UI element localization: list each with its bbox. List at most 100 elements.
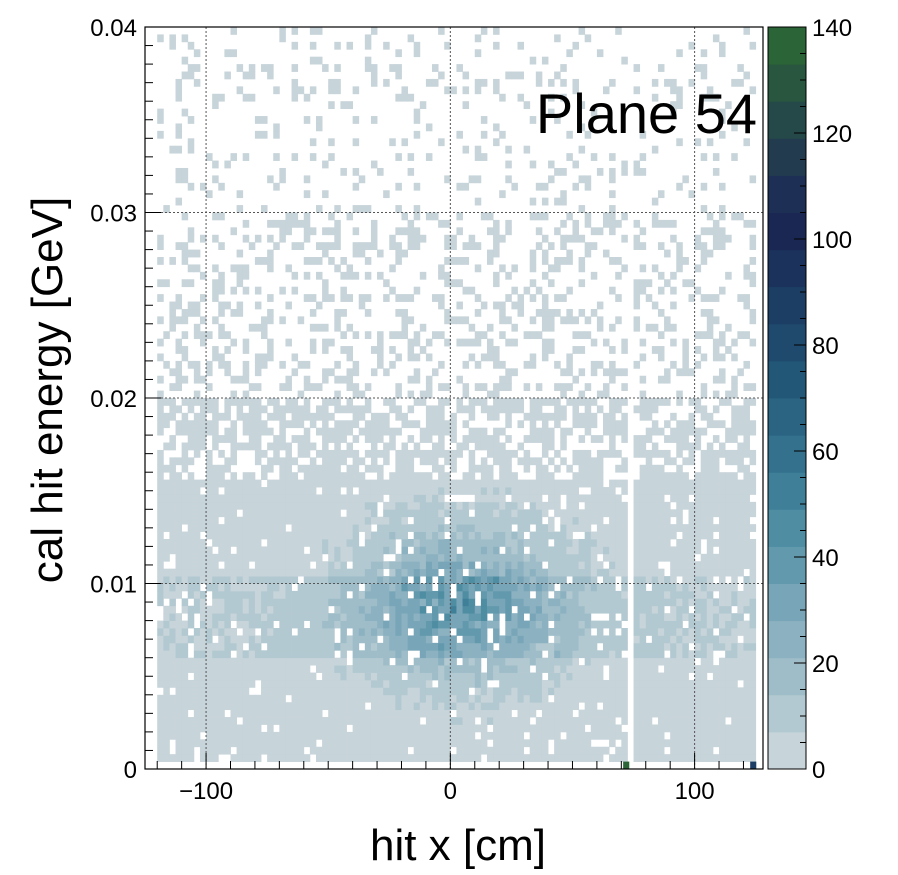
heatmap-cell — [493, 435, 500, 443]
heatmap-cell — [468, 672, 476, 681]
heatmap-cell — [670, 472, 677, 481]
heatmap-cell — [370, 657, 378, 666]
heatmap-cell — [212, 516, 219, 525]
heatmap-cell — [731, 420, 738, 429]
heatmap-cell — [737, 687, 744, 696]
heatmap-cell — [621, 717, 628, 725]
heatmap-cell — [651, 702, 659, 711]
heatmap-cell — [413, 590, 421, 599]
heatmap-cell — [712, 553, 720, 562]
heatmap-cell — [609, 724, 616, 733]
heatmap-cell — [291, 635, 299, 644]
heatmap-cell — [737, 754, 744, 762]
heatmap-cell — [236, 531, 244, 540]
heatmap-cell — [493, 405, 500, 414]
heatmap-cell — [529, 672, 537, 681]
heatmap-cell — [419, 620, 427, 629]
heatmap-cell — [370, 27, 378, 35]
heatmap-cell — [193, 487, 201, 495]
heatmap-cell — [639, 754, 647, 762]
heatmap-cell — [297, 679, 305, 688]
heatmap-cell — [322, 427, 329, 436]
heatmap-cell — [511, 642, 518, 651]
heatmap-cell — [651, 568, 659, 577]
heatmap-cell — [578, 435, 586, 443]
heatmap-cell — [609, 731, 616, 740]
heatmap-cell — [615, 405, 622, 414]
heatmap-cell — [566, 590, 573, 599]
heatmap-cell — [456, 717, 463, 725]
heatmap-cell — [413, 538, 421, 547]
heatmap-cell — [639, 702, 647, 711]
heatmap-cell — [584, 509, 592, 518]
heatmap-cell — [297, 479, 305, 488]
heatmap-cell — [364, 590, 372, 599]
heatmap-cell — [584, 331, 592, 340]
heatmap-cell — [541, 709, 549, 718]
heatmap-cell — [688, 679, 696, 688]
heatmap-cell — [444, 754, 451, 762]
heatmap-cell — [609, 420, 616, 429]
heatmap-cell — [486, 657, 494, 666]
heatmap-cell — [523, 449, 531, 458]
heatmap-cell — [297, 435, 305, 443]
heatmap-cell — [450, 457, 457, 466]
heatmap-cell — [413, 679, 421, 688]
heatmap-cell — [199, 598, 207, 607]
heatmap-cell — [212, 160, 219, 169]
heatmap-cell — [700, 353, 708, 362]
heatmap-cell — [261, 331, 268, 340]
heatmap-cell — [279, 739, 286, 748]
heatmap-cell — [279, 227, 286, 236]
heatmap-cell — [554, 34, 561, 43]
heatmap-cell — [334, 234, 341, 243]
heatmap-cell — [358, 249, 366, 258]
heatmap-cell — [358, 605, 366, 614]
heatmap-cell — [657, 346, 665, 354]
heatmap-cell — [187, 308, 195, 317]
heatmap-cell — [206, 464, 213, 473]
heatmap-cell — [535, 531, 543, 540]
heatmap-cell — [444, 657, 451, 666]
heatmap-cell — [645, 531, 653, 540]
heatmap-cell — [468, 338, 476, 347]
heatmap-cell — [309, 383, 317, 391]
heatmap-cell — [224, 583, 231, 592]
heatmap-cell — [224, 509, 231, 518]
heatmap-cell — [603, 538, 610, 547]
heatmap-cell — [541, 338, 549, 347]
heatmap-cell — [395, 383, 402, 391]
heatmap-cell — [572, 219, 579, 228]
heatmap-cell — [248, 642, 256, 651]
heatmap-cell — [407, 702, 415, 711]
heatmap-cell — [187, 249, 195, 258]
heatmap-cell — [389, 435, 396, 443]
heatmap-cell — [682, 731, 689, 740]
heatmap-cell — [193, 264, 201, 273]
heatmap-cell — [291, 501, 299, 510]
heatmap-cell — [383, 279, 390, 288]
heatmap-cell — [706, 538, 714, 547]
heatmap-cell — [706, 449, 714, 458]
heatmap-cell — [633, 234, 641, 243]
heatmap-cell — [731, 628, 738, 636]
heatmap-cell — [254, 368, 262, 377]
heatmap-cell — [657, 553, 665, 562]
heatmap-cell — [657, 286, 665, 295]
heatmap-cell — [511, 687, 518, 696]
heatmap-cell — [450, 702, 457, 711]
heatmap-cell — [261, 449, 268, 458]
heatmap-cell — [706, 546, 714, 555]
heatmap-cell — [315, 27, 323, 35]
heatmap-cell — [535, 590, 543, 599]
heatmap-cell — [566, 746, 573, 755]
heatmap-cell — [566, 368, 573, 377]
heatmap-cell — [389, 494, 396, 503]
heatmap-cell — [621, 598, 628, 607]
heatmap-cell — [370, 346, 378, 354]
heatmap-cell — [468, 613, 476, 621]
heatmap-cell — [603, 86, 610, 95]
heatmap-cell — [407, 694, 415, 703]
heatmap-cell — [236, 665, 244, 673]
heatmap-cell — [279, 717, 286, 725]
